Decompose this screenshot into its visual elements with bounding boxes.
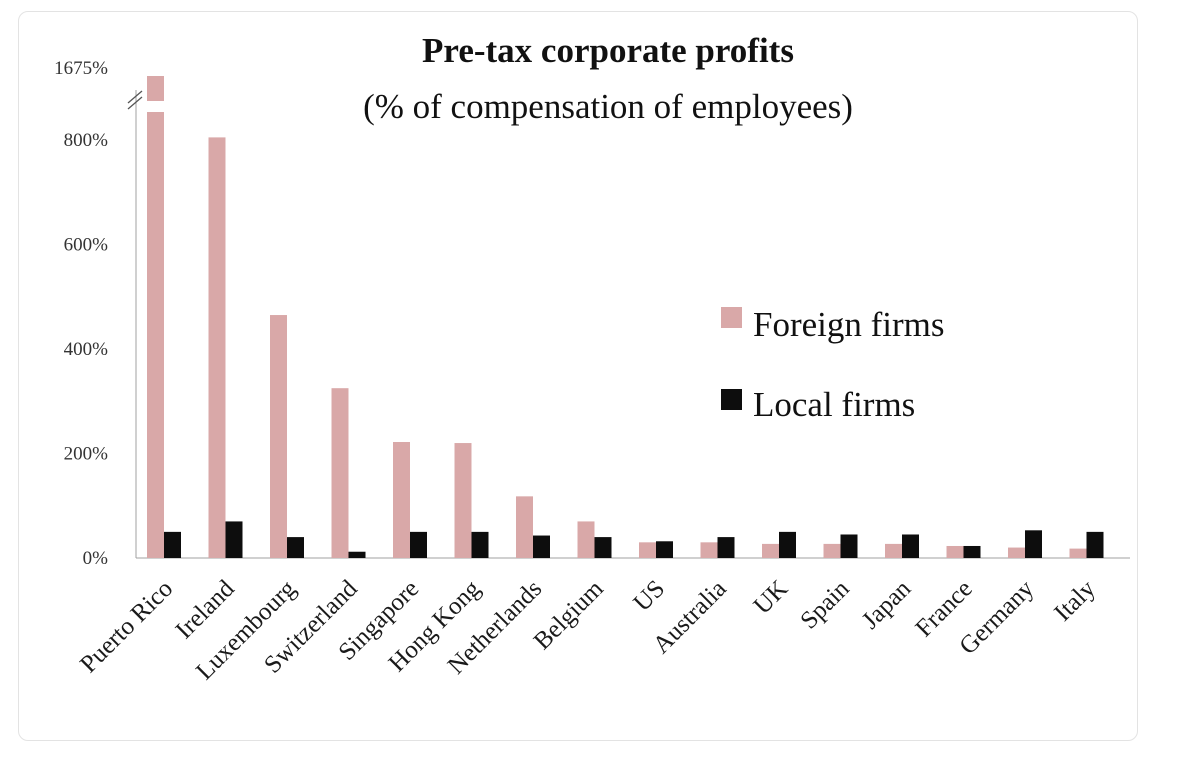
bars — [145, 76, 1104, 558]
bar-foreign — [147, 76, 164, 558]
bar-foreign — [1069, 548, 1087, 558]
bar-foreign — [762, 543, 779, 558]
chart-card — [18, 11, 1138, 741]
x-tick-label: Spain — [795, 575, 855, 635]
bar-foreign — [208, 137, 226, 558]
legend-label-local: Local firms — [753, 385, 915, 424]
bar-foreign — [946, 545, 964, 558]
bar-foreign — [885, 543, 902, 558]
bar-local — [471, 531, 489, 558]
bar-foreign — [331, 388, 349, 558]
y-tick-label: 400% — [64, 339, 109, 360]
y-tick-label: 800% — [64, 130, 109, 151]
bar-foreign — [700, 542, 718, 558]
x-tick-label: US — [629, 575, 671, 617]
bar-local — [225, 521, 243, 558]
x-tick-label: Belgium — [529, 575, 609, 655]
x-tick-label: Japan — [857, 575, 917, 635]
bar-local — [348, 551, 366, 558]
chart-title: Pre-tax corporate profits — [422, 31, 794, 70]
legend: Foreign firms Local firms — [721, 305, 945, 424]
legend-label-foreign: Foreign firms — [753, 305, 945, 344]
bar-foreign — [454, 443, 472, 558]
legend-swatch-local — [721, 389, 742, 410]
bar-break-gap — [145, 101, 166, 112]
bar-local — [656, 541, 673, 558]
bar-local — [533, 535, 550, 558]
bar-local — [1086, 531, 1104, 558]
bar-local — [1025, 530, 1042, 558]
x-tick-label: Italy — [1049, 575, 1101, 627]
bar-local — [717, 537, 735, 558]
bar-foreign — [270, 315, 287, 558]
axis-break-mark — [127, 90, 143, 104]
bar-foreign — [577, 521, 595, 558]
bar-local — [963, 545, 981, 558]
bar-foreign — [823, 543, 841, 558]
x-axis-labels: Puerto RicoIrelandLuxembourgSwitzerlandS… — [75, 575, 1101, 685]
y-tick-label: 0% — [83, 548, 109, 569]
legend-swatch-foreign — [721, 307, 742, 328]
bar-foreign — [516, 496, 533, 558]
bar-foreign — [393, 442, 410, 558]
y-tick-label-top: 1675% — [54, 58, 108, 79]
bar-local — [594, 537, 612, 558]
bar-foreign — [639, 542, 656, 558]
bar-local — [902, 534, 919, 558]
bar-local — [840, 534, 858, 558]
bar-foreign — [1008, 547, 1025, 558]
x-tick-label: Puerto Rico — [75, 575, 178, 678]
chart-subtitle: (% of compensation of employees) — [363, 87, 853, 126]
y-tick-label: 600% — [64, 235, 109, 256]
x-tick-label: UK — [749, 575, 794, 620]
bar-local — [164, 531, 181, 558]
bar-local — [287, 537, 304, 558]
y-tick-label: 200% — [64, 444, 109, 465]
bar-local — [779, 531, 796, 558]
axis-break-mark — [127, 96, 143, 110]
bar-local — [410, 531, 427, 558]
